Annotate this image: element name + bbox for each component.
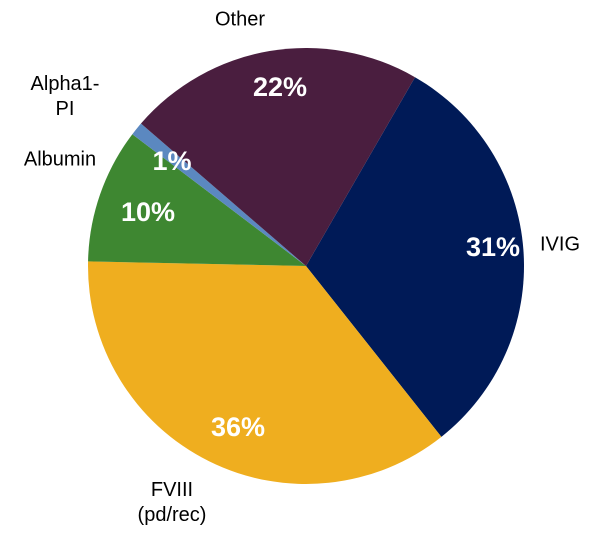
slice-label: IVIG: [539, 233, 581, 256]
slice-label: Other: [214, 8, 266, 31]
pie-slice: [88, 134, 306, 266]
value-label: 1%: [152, 146, 192, 177]
pie-slice: [132, 123, 306, 266]
value-label: 10%: [120, 197, 176, 228]
slice-label: Albumin: [23, 148, 97, 171]
pie-slice: [306, 77, 524, 437]
value-label: 36%: [210, 412, 266, 443]
pie-slice: [87, 261, 442, 484]
pie-slice: [140, 48, 415, 266]
slice-label: Alpha1- PI: [30, 73, 100, 120]
slice-label: FVIII (pd/rec): [137, 479, 207, 526]
value-label: 22%: [252, 72, 308, 103]
value-label: 31%: [465, 232, 521, 263]
